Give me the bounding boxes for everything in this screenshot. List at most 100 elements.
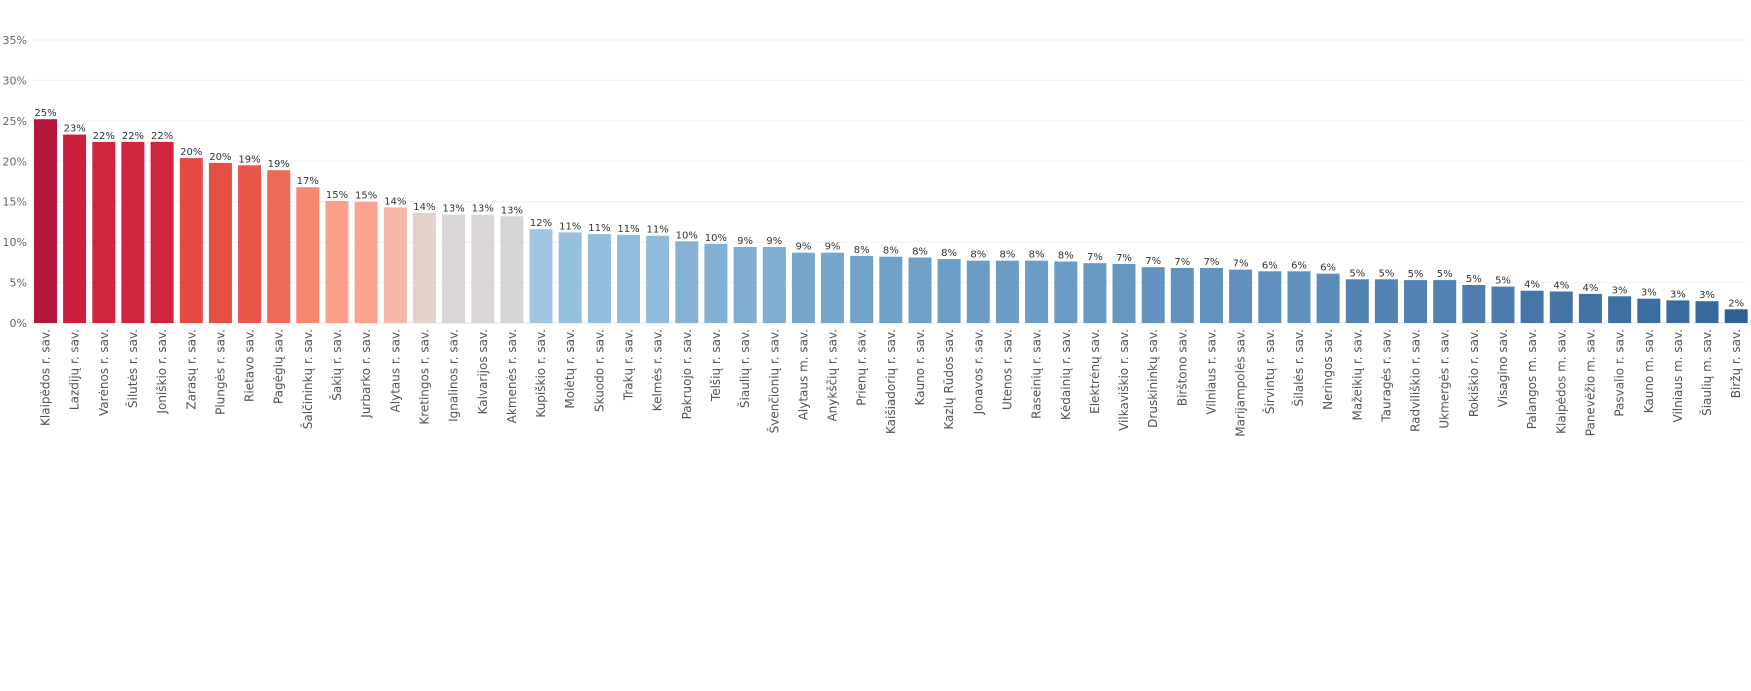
bar (471, 214, 495, 323)
x-tick-label: Kėdainių r. sav. (1059, 329, 1073, 420)
x-tick-label: Jonavos r. sav. (971, 329, 985, 415)
bar (1287, 271, 1311, 323)
bar (296, 187, 320, 323)
data-labels: 25% 23% 22% 22% 22% 20% 20% 19% 19% 17% 15% 15% 14% 1… (34, 108, 1744, 309)
bar (1666, 300, 1690, 323)
data-label: 13% (472, 204, 494, 215)
data-label: 2% (1728, 298, 1744, 309)
data-label: 12% (530, 218, 552, 229)
x-tick-label: Šakių r. sav. (329, 329, 344, 401)
x-tick-label: Alytaus m. sav. (796, 329, 810, 420)
x-tick-label: Druskininkų sav. (1146, 329, 1160, 428)
bar (850, 255, 874, 323)
bar (1054, 261, 1078, 323)
bar (442, 214, 466, 323)
data-label: 15% (355, 191, 377, 202)
y-tick-label: 25% (3, 115, 27, 128)
data-label: 5% (1495, 276, 1511, 287)
x-tick-label: Rietavo sav. (243, 329, 257, 402)
bar (1258, 271, 1282, 323)
bar (383, 207, 407, 323)
bar (208, 162, 232, 323)
bar (1491, 286, 1515, 323)
data-label: 6% (1291, 260, 1307, 271)
x-tick-label: Lazdijų r. sav. (68, 329, 82, 410)
y-axis-tick-labels: 0% 5% 10% 15% 20% 25% 30% 35% (3, 34, 27, 330)
data-label: 3% (1699, 290, 1715, 301)
x-tick-label: Telšių r. sav. (709, 329, 723, 402)
bar (1637, 298, 1661, 323)
data-label: 11% (646, 225, 668, 236)
bar (1200, 268, 1223, 323)
data-label: 4% (1553, 281, 1569, 292)
data-label: 5% (1349, 268, 1365, 279)
x-tick-label: Zarasų r. sav. (184, 329, 198, 410)
bar (1695, 301, 1719, 323)
bar (1316, 273, 1340, 323)
bar (617, 234, 640, 323)
data-label: 8% (883, 246, 899, 257)
x-tick-label: Palangos m. sav. (1525, 329, 1539, 429)
x-tick-label: Kretingos r. sav. (417, 329, 431, 425)
x-tick-label: Elektrėnų sav. (1088, 329, 1102, 414)
data-label: 8% (1029, 250, 1045, 261)
y-tick-label: 15% (3, 196, 27, 209)
x-tick-label: Kaišiadorių r. sav. (884, 329, 898, 434)
bar (412, 213, 436, 323)
bar (1374, 279, 1398, 323)
x-tick-label: Skuodo r. sav. (592, 329, 606, 412)
data-label: 22% (151, 131, 173, 142)
data-label: 13% (442, 204, 464, 215)
bar (1112, 264, 1136, 323)
x-tick-label: Mažeikių r. sav. (1350, 329, 1364, 420)
data-label: 14% (413, 202, 435, 213)
data-label: 8% (970, 250, 986, 261)
data-label: 8% (854, 245, 870, 256)
bar (1549, 291, 1573, 323)
bars (34, 119, 1748, 323)
x-tick-label: Raseinių r. sav. (1030, 329, 1044, 419)
data-label: 3% (1612, 285, 1628, 296)
bar (1170, 268, 1194, 323)
data-label: 8% (1058, 251, 1074, 262)
bar (92, 141, 116, 323)
data-label: 13% (501, 205, 523, 216)
x-tick-label: Ignalinos r. sav. (447, 329, 461, 422)
y-tick-label: 0% (10, 317, 27, 330)
data-label: 22% (122, 131, 144, 142)
data-label: 10% (705, 233, 727, 244)
data-label: 17% (297, 176, 319, 187)
x-tick-label: Marijampolės sav. (1234, 329, 1248, 437)
y-tick-label: 20% (3, 155, 27, 168)
x-tick-label: Biržų r. sav. (1729, 329, 1743, 398)
data-label: 19% (238, 154, 260, 165)
x-tick-label: Klaipėdos m. sav. (1554, 329, 1568, 434)
x-tick-label: Šalčininkų r. sav. (300, 329, 315, 429)
bar (63, 134, 87, 323)
x-tick-label: Utenos r. sav. (1000, 329, 1014, 410)
data-label: 22% (93, 131, 115, 142)
x-tick-label: Pasvalio r. sav. (1613, 329, 1627, 417)
x-tick-label: Jurbarko r. sav. (359, 329, 373, 419)
bar (529, 229, 553, 323)
data-label: 7% (1145, 256, 1161, 267)
x-tick-label: Kazlų Rūdos sav. (942, 329, 956, 430)
bar (325, 200, 349, 323)
x-tick-label: Kupiškio r. sav. (534, 329, 548, 418)
bar (587, 234, 611, 323)
x-tick-label: Kalvarijos sav. (476, 329, 490, 414)
bar (1404, 280, 1427, 323)
data-label: 23% (64, 124, 86, 135)
y-tick-label: 35% (3, 34, 27, 47)
data-label: 11% (559, 221, 581, 232)
data-label: 10% (676, 230, 698, 241)
data-label: 25% (34, 108, 56, 119)
bar (150, 141, 174, 323)
bar (500, 216, 524, 323)
x-tick-label: Birštono sav. (1175, 329, 1189, 406)
data-label: 7% (1116, 253, 1132, 264)
bar (558, 232, 582, 323)
x-tick-label: Visagino sav. (1496, 329, 1510, 407)
